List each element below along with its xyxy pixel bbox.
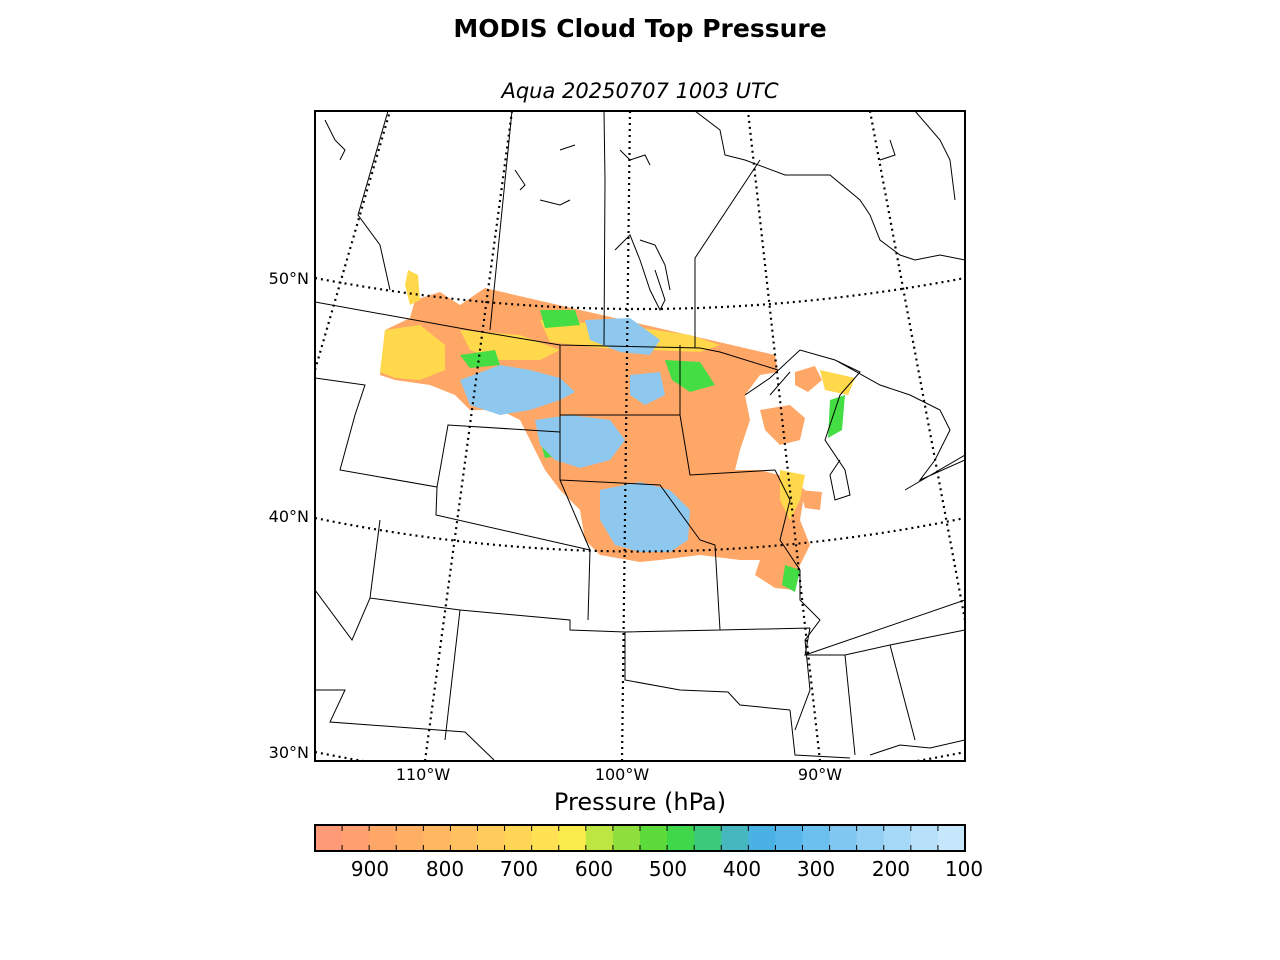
hudson-coast: [694, 111, 965, 261]
colorbar-tick-label: 700: [500, 857, 538, 881]
state-borders-plains: [559, 345, 791, 711]
great-lakes: [744, 349, 965, 501]
meridian-90w: [746, 111, 822, 761]
low-cloud-region: [700, 470, 770, 545]
colorbar-tick-label: 400: [723, 857, 761, 881]
colorbar-cell: [856, 825, 885, 851]
colorbar-tick-label: 300: [797, 857, 835, 881]
colorbar-cell: [558, 825, 587, 851]
chart-title: MODIS Cloud Top Pressure: [453, 14, 827, 43]
canadian-lakes: [514, 144, 671, 312]
lat-label-40n: 40°N: [269, 507, 309, 526]
borders: [315, 111, 965, 761]
meridian-110w: [423, 111, 514, 761]
mid-cloud-region: [405, 270, 420, 305]
colorbar-cell: [315, 825, 343, 851]
state-borders-east: [719, 599, 965, 759]
graticule: [315, 111, 965, 761]
colorbar-cell: [342, 825, 370, 851]
lon-label-90w: 90°W: [798, 765, 842, 784]
colorbar-cell: [829, 825, 858, 851]
colorbar-cell: [910, 825, 939, 851]
lat-label-50n: 50°N: [269, 269, 309, 288]
colorbar-cell: [504, 825, 533, 851]
colorbar-cell: [531, 825, 560, 851]
lon-labels: 110°W 100°W 90°W: [396, 765, 842, 784]
state-borders-west: [315, 377, 626, 761]
colorbar-cell: [477, 825, 506, 851]
green-cloud-region: [540, 310, 580, 328]
green-cloud-region: [782, 565, 800, 592]
colorbar-tick-label: 200: [872, 857, 910, 881]
lon-label-110w: 110°W: [396, 765, 451, 784]
colorbar-frame: [314, 824, 966, 852]
us-canada-border: [315, 301, 779, 371]
colorbar-tick-label: 900: [351, 857, 389, 881]
colorbar-cell: [640, 825, 668, 851]
green-cloud-region: [460, 350, 500, 368]
cloud-pressure-field: [380, 270, 855, 592]
high-cloud-region: [600, 482, 690, 552]
low-cloud-region: [760, 405, 805, 445]
colorbar-cell: [721, 825, 749, 851]
colorbar-cell: [937, 825, 966, 851]
colorbar-tick-labels: 900 800 700 600 500 400 300 200 100: [351, 857, 983, 881]
colorbar-cell: [369, 825, 397, 851]
colorbar-tick-label: 600: [575, 857, 613, 881]
colorbar-label: Pressure (hPa): [554, 788, 726, 816]
colorbar-cell: [667, 825, 695, 851]
colorbar-tick-label: 500: [649, 857, 687, 881]
meridian-120w: [315, 111, 392, 371]
high-cloud-region: [460, 365, 575, 415]
colorbar-cell: [748, 825, 777, 851]
colorbar-cell: [612, 825, 641, 851]
colorbar-cell: [802, 825, 831, 851]
low-cloud-region: [800, 490, 822, 510]
mississippi-river: [774, 469, 821, 731]
colorbar-tick-label: 100: [945, 857, 983, 881]
pacific-coast: [324, 119, 346, 161]
colorbar-cell: [423, 825, 452, 851]
lat-labels: 50°N 40°N 30°N: [269, 269, 309, 762]
map-area: [315, 111, 965, 761]
gulf-coast: [869, 739, 965, 756]
mid-cloud-region: [380, 325, 445, 380]
colorbar-cells: [315, 825, 966, 851]
colorbar-cell: [694, 825, 722, 851]
chart-subtitle: Aqua 20250707 1003 UTC: [501, 79, 779, 103]
colorbar-cell: [396, 825, 424, 851]
meridian-100w: [620, 111, 632, 761]
high-cloud-region: [535, 415, 625, 468]
mid-cloud-region: [820, 370, 855, 395]
mid-cloud-region: [780, 470, 805, 520]
colorbar-cell: [450, 825, 479, 851]
low-cloud-region: [795, 366, 822, 392]
green-cloud-region: [665, 360, 715, 392]
map-frame: [314, 110, 966, 762]
canada-province-borders: [315, 111, 761, 348]
green-cloud-region: [828, 395, 845, 438]
colorbar-cell: [775, 825, 804, 851]
lon-label-100w: 100°W: [595, 765, 650, 784]
colorbar-tick-label: 800: [426, 857, 464, 881]
colorbar-cell: [883, 825, 912, 851]
high-cloud-region: [630, 372, 665, 405]
meridian-80w: [868, 111, 965, 621]
lat-label-30n: 30°N: [269, 743, 309, 762]
colorbar-cell: [585, 825, 614, 851]
